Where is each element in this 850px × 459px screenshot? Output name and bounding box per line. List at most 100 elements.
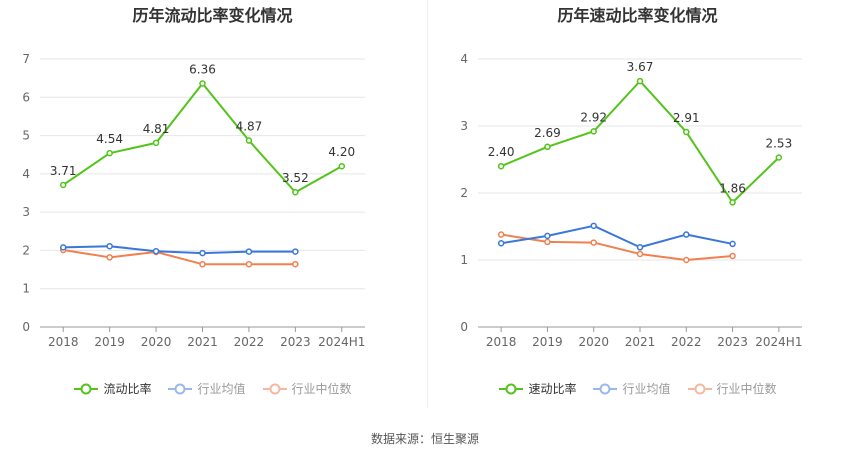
chart-legend: 流动比率 行业均值 行业中位数 — [0, 380, 425, 397]
data-point — [497, 240, 505, 247]
data-point — [683, 256, 690, 264]
data-label: 2.40 — [488, 145, 515, 159]
data-label: 2.53 — [765, 136, 792, 150]
legend-label: 流动比率 — [103, 382, 152, 396]
y-tick-label: 1 — [22, 282, 30, 296]
data-label: 4.54 — [96, 132, 123, 146]
data-source-note: 数据来源：恒生聚源 — [370, 432, 479, 446]
data-point — [199, 249, 206, 257]
data-point — [683, 231, 690, 238]
data-point — [292, 188, 299, 196]
series-line — [500, 233, 733, 261]
y-tick-label: 5 — [22, 129, 30, 143]
x-tick-label: 2021 — [187, 335, 218, 349]
data-point — [497, 162, 505, 170]
x-tick-label: 2022 — [671, 335, 702, 349]
data-label: 6.36 — [189, 63, 216, 77]
data-point — [729, 252, 736, 260]
data-label: 4.87 — [236, 120, 263, 134]
y-tick-label: 0 — [460, 320, 468, 334]
y-tick-label: 2 — [460, 186, 468, 200]
data-point — [497, 231, 505, 238]
series-line — [500, 224, 733, 249]
data-point — [544, 143, 551, 151]
y-tick-label: 4 — [22, 167, 30, 181]
legend-marker-icon — [168, 383, 193, 394]
current-ratio-chart: 历年流动比率变化情况 0 1 2 3 4 5 6 7 2018 2019 2020 2021 2022 2… — [0, 0, 425, 410]
data-label: 2.92 — [580, 110, 607, 124]
legend-marker-icon — [593, 383, 618, 394]
y-tick-label: 0 — [22, 320, 30, 334]
y-tick-label: 6 — [22, 90, 30, 104]
data-point — [59, 244, 67, 251]
x-tick-label: 2019 — [94, 335, 125, 349]
data-label: 2.91 — [673, 111, 700, 125]
legend-marker-icon — [74, 383, 99, 394]
current-ratio-plot: 0 1 2 3 4 5 6 7 2018 2019 2020 2021 2022 2023 2024H1 3.… — [22, 52, 365, 349]
legend-marker-icon — [262, 383, 287, 394]
y-tick-label: 3 — [22, 205, 30, 219]
data-point — [636, 244, 644, 251]
data-point — [152, 247, 160, 255]
panel-divider — [427, 0, 428, 408]
y-tick-label: 7 — [22, 52, 30, 66]
x-tick-label: 2020 — [141, 335, 172, 349]
data-point — [245, 137, 253, 144]
legend-label: 速动比率 — [528, 382, 577, 396]
data-label: 1.86 — [719, 181, 746, 195]
chart-legend: 速动比率 行业均值 行业中位数 — [425, 380, 850, 397]
x-tick-label: 2019 — [532, 335, 563, 349]
legend-label: 行业均值 — [622, 382, 671, 396]
x-tick-label: 2020 — [578, 335, 609, 349]
data-label: 4.20 — [328, 145, 355, 159]
data-point — [729, 199, 736, 206]
legend-item-industry-mean[interactable]: 行业均值 — [167, 380, 246, 397]
data-point — [590, 128, 597, 135]
quick-ratio-plot: 0 1 2 3 4 2018 2019 2020 2021 2022 2023 2024H1 2.40 2… — [460, 52, 802, 349]
data-point — [59, 181, 67, 189]
data-point — [245, 248, 253, 255]
data-point — [590, 222, 597, 230]
data-point — [106, 149, 113, 157]
legend-item-current-ratio[interactable]: 流动比率 — [73, 380, 151, 397]
quick-ratio-chart: 历年速动比率变化情况 0 1 2 3 4 2018 2019 2020 2021 2022 2023… — [425, 0, 850, 410]
data-point — [292, 260, 299, 268]
y-tick-label: 4 — [460, 52, 468, 66]
data-point — [199, 260, 206, 268]
data-point — [590, 239, 597, 246]
data-point — [544, 238, 551, 246]
data-point — [636, 250, 644, 258]
data-point — [729, 240, 736, 248]
legend-marker-icon — [499, 383, 524, 394]
legend-item-quick-ratio[interactable]: 速动比率 — [498, 380, 576, 397]
series-line — [63, 245, 296, 255]
data-point — [636, 77, 644, 85]
data-point — [106, 254, 113, 261]
series-line — [63, 249, 296, 266]
x-tick-label: 2023 — [717, 335, 748, 349]
legend-item-industry-mean[interactable]: 行业均值 — [592, 380, 671, 397]
x-tick-label: 2024H1 — [755, 335, 802, 349]
x-tick-label: 2021 — [625, 335, 656, 349]
legend-item-industry-median[interactable]: 行业中位数 — [687, 380, 777, 397]
data-point — [106, 242, 113, 250]
data-label: 3.71 — [50, 164, 77, 178]
data-point — [775, 154, 783, 161]
legend-item-industry-median[interactable]: 行业中位数 — [262, 380, 352, 397]
legend-label: 行业均值 — [197, 382, 246, 396]
data-label: 3.52 — [282, 171, 309, 185]
legend-label: 行业中位数 — [291, 382, 352, 396]
data-point — [199, 80, 206, 87]
y-tick-label: 3 — [460, 119, 468, 133]
data-point — [544, 232, 551, 240]
y-tick-label: 1 — [460, 253, 468, 267]
x-tick-label: 2018 — [486, 335, 517, 349]
y-tick-label: 2 — [22, 243, 30, 257]
x-tick-label: 2022 — [234, 335, 265, 349]
data-point — [245, 260, 253, 268]
chart-title: 历年速动比率变化情况 — [557, 6, 718, 25]
data-label: 3.67 — [627, 60, 654, 74]
x-tick-label: 2023 — [280, 335, 311, 349]
legend-marker-icon — [687, 383, 712, 394]
data-point — [152, 139, 160, 147]
